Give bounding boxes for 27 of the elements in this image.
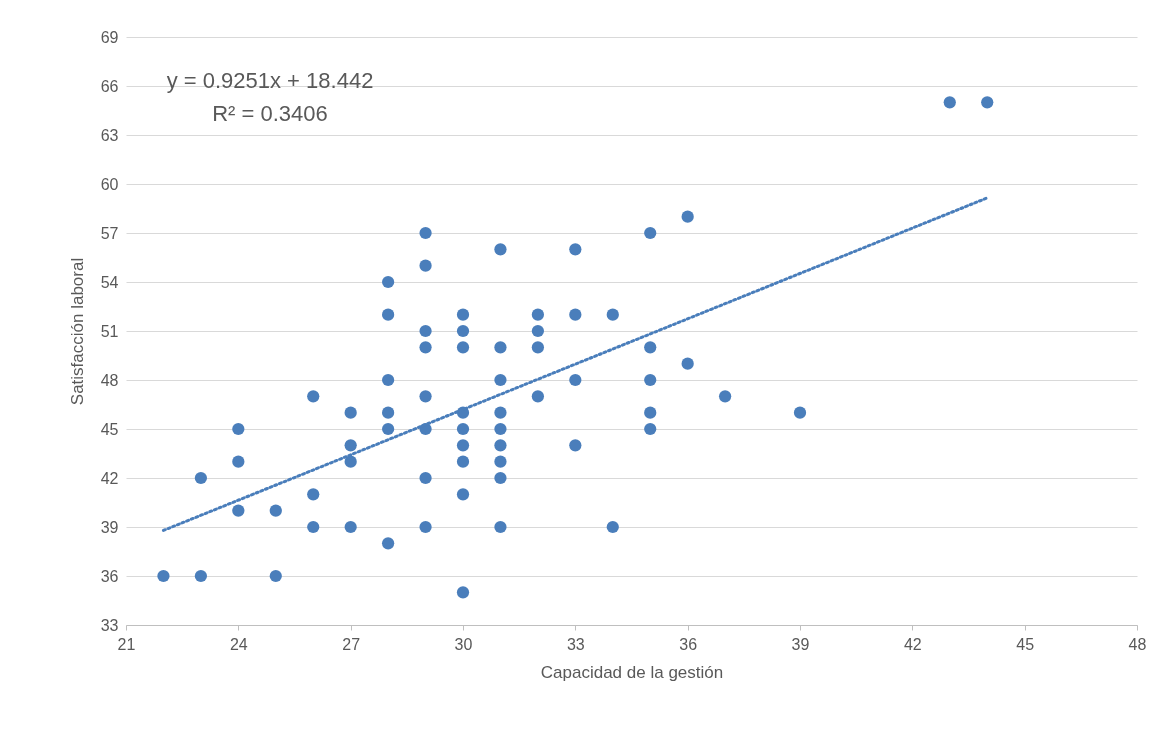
- y-tick-label: 42: [100, 469, 119, 487]
- y-tick-label: 45: [100, 420, 119, 438]
- x-tick-label: 42: [903, 635, 922, 653]
- y-tick-label: 63: [100, 126, 119, 144]
- x-axis-title: Capacidad de la gestión: [540, 662, 724, 682]
- y-tick-label: 57: [100, 224, 119, 242]
- y-tick-label: 54: [100, 273, 119, 291]
- y-tick-label: 69: [100, 28, 119, 46]
- y-tick-label: 60: [100, 175, 119, 193]
- x-tick-label: 39: [791, 635, 810, 653]
- x-tick-label: 30: [454, 635, 473, 653]
- x-tick-label: 33: [566, 635, 585, 653]
- y-tick-label: 33: [100, 616, 119, 634]
- x-tick-label: 48: [1128, 635, 1147, 653]
- annotation: y = 0.9251x + 18.442: [166, 68, 374, 93]
- y-tick-label: 39: [100, 518, 119, 536]
- x-tick-label: 45: [1016, 635, 1035, 653]
- x-tick-label: 27: [342, 635, 361, 653]
- y-axis-title: Satisfacción laboral: [67, 257, 87, 406]
- x-tick-label: 24: [229, 635, 248, 653]
- x-tick-label: 21: [117, 635, 136, 653]
- x-tick-label: 36: [679, 635, 698, 653]
- y-tick-label: 48: [100, 371, 119, 389]
- annotation: R² = 0.3406: [212, 101, 328, 126]
- y-tick-label: 51: [100, 322, 119, 340]
- y-tick-label: 66: [100, 77, 119, 95]
- y-tick-label: 36: [100, 567, 119, 585]
